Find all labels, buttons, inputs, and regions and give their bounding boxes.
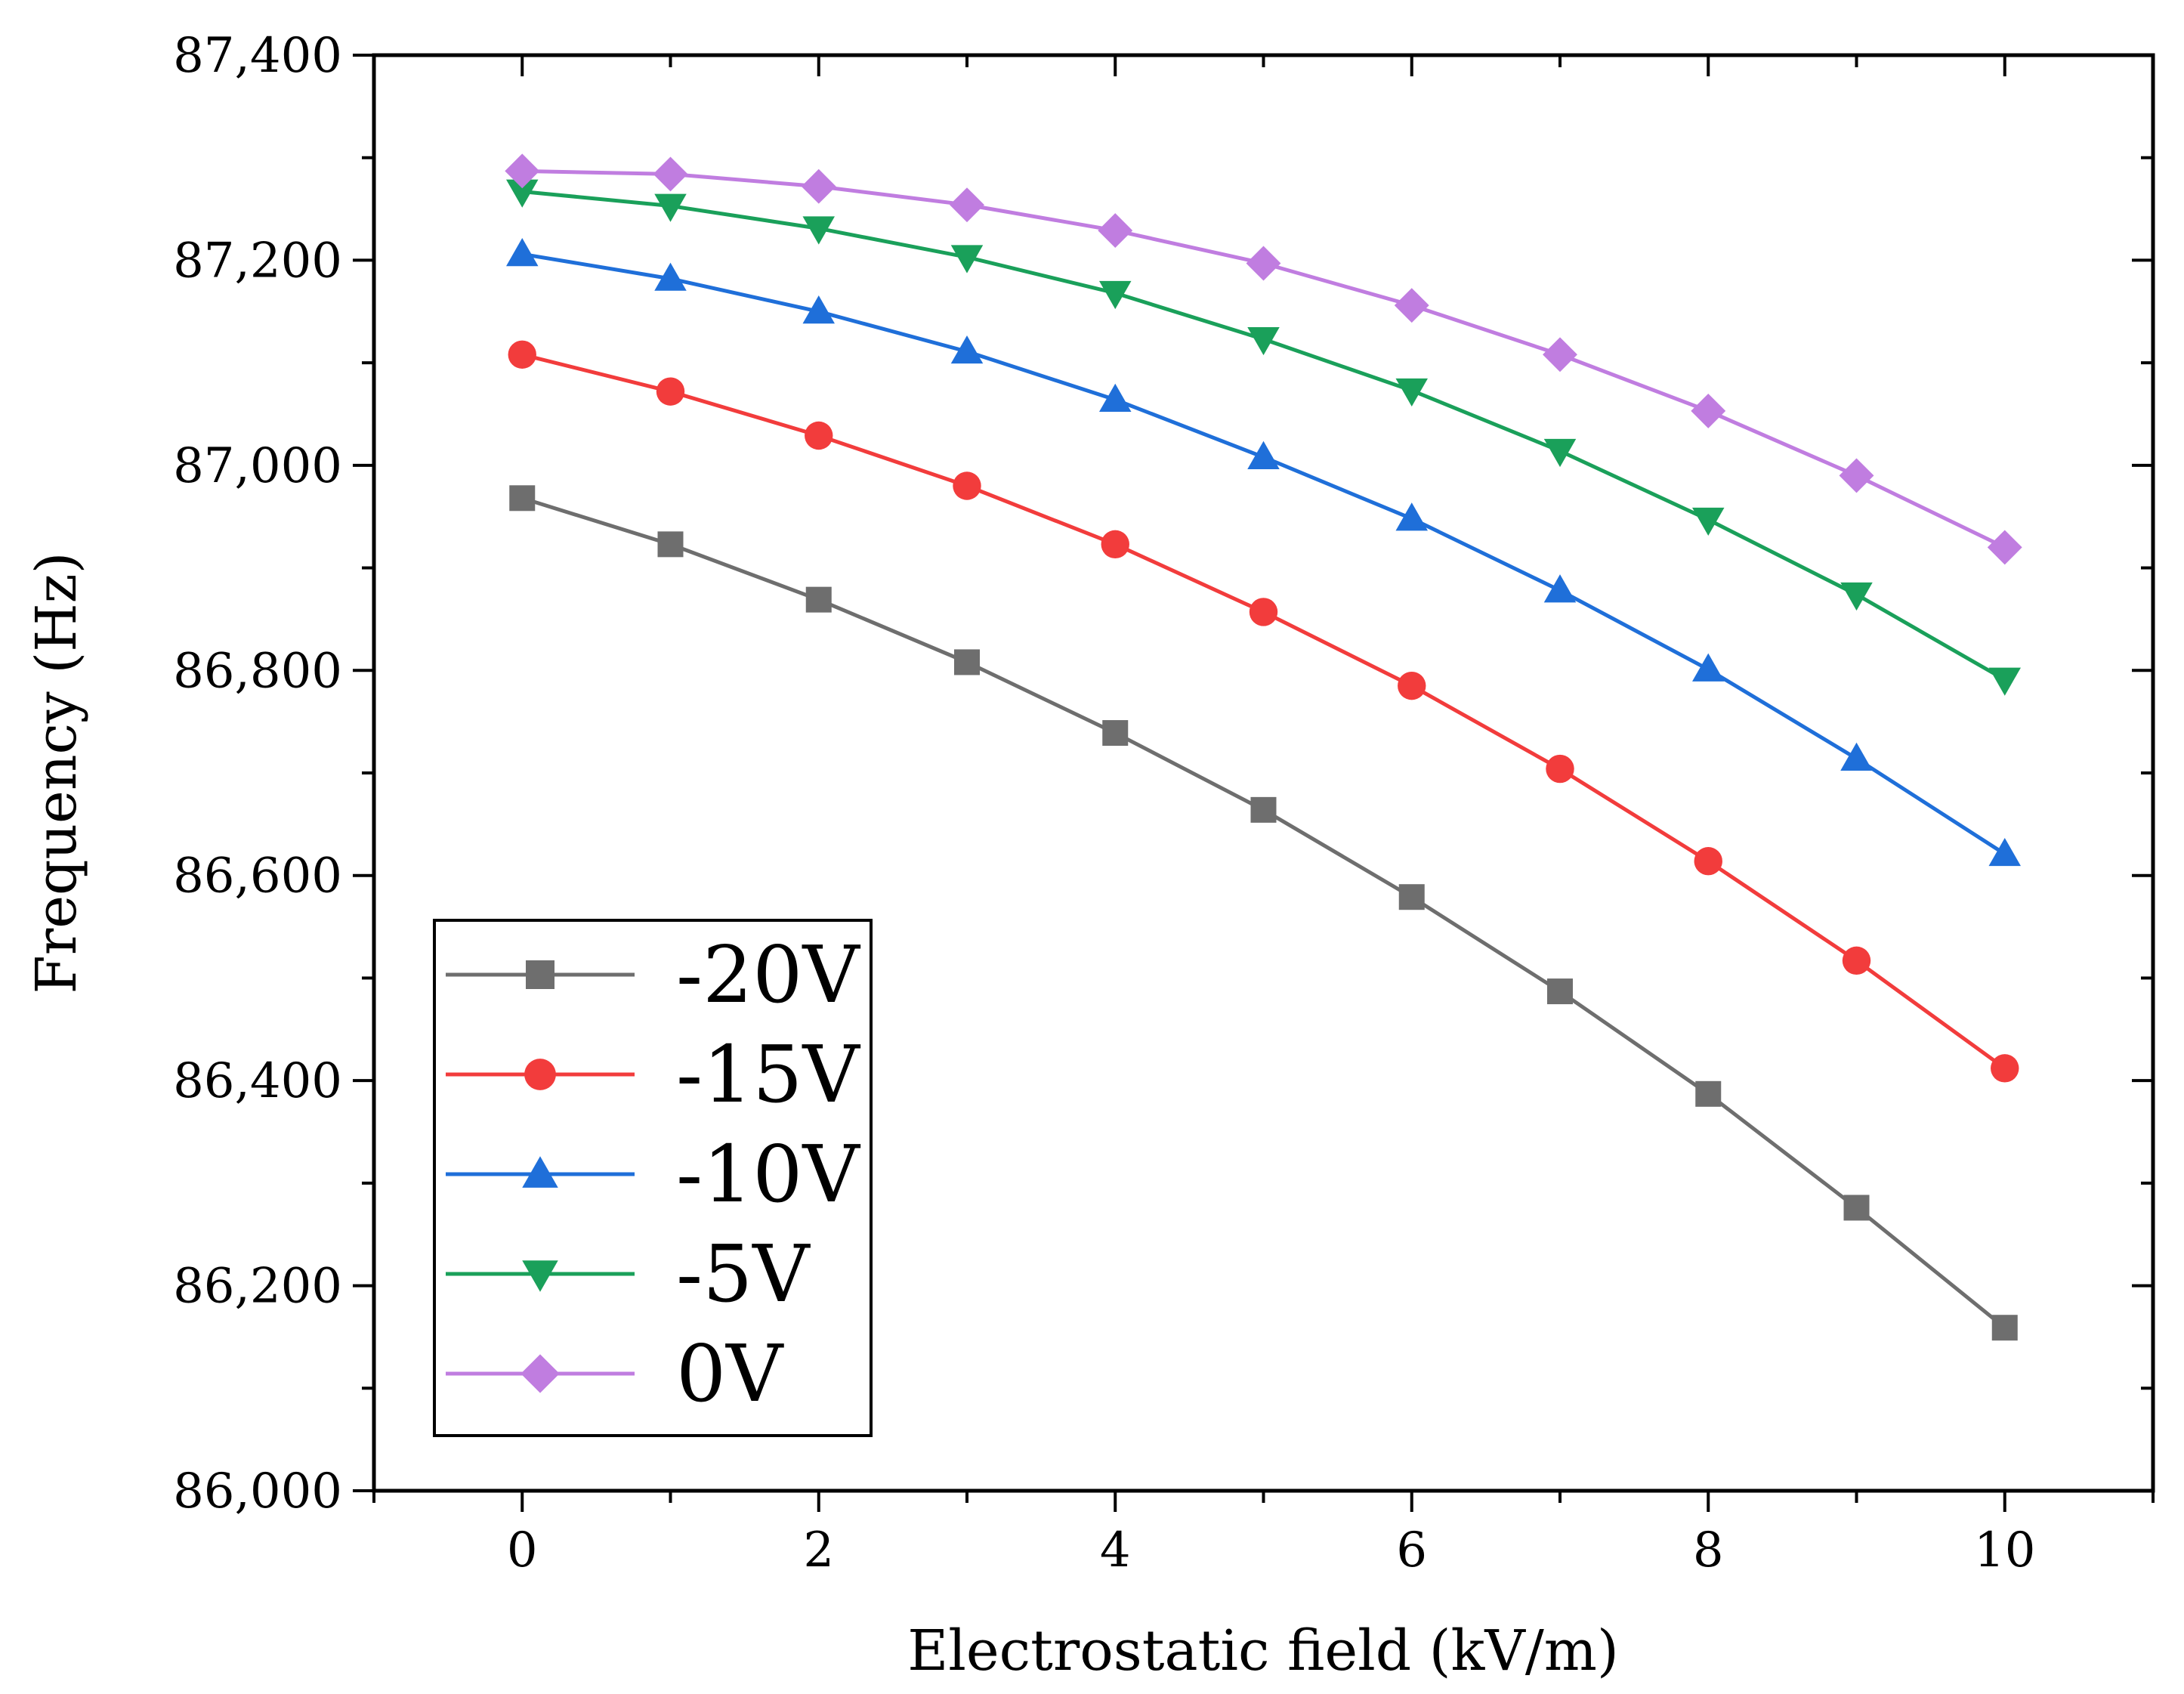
data-point--10V — [1543, 574, 1577, 603]
data-point--10V — [654, 262, 687, 291]
data-point--15V — [1694, 847, 1722, 876]
legend-marker--5V — [522, 1260, 558, 1292]
data-point--20V — [1843, 1195, 1870, 1221]
data-point--20V — [954, 649, 980, 675]
y-tick-label: 87,000 — [173, 438, 342, 494]
axis-ticks — [353, 54, 2155, 1512]
data-point--20V — [1547, 978, 1573, 1005]
legend-label--20V: -20V — [676, 929, 860, 1021]
y-tick-label: 86,000 — [173, 1464, 342, 1519]
y-tick-label: 86,400 — [173, 1053, 342, 1109]
legend-label--10V: -10V — [676, 1128, 860, 1220]
series-line-0V — [522, 168, 2006, 549]
data-point--10V — [1395, 502, 1428, 531]
data-point--15V — [1991, 1054, 2019, 1083]
data-point--15V — [1398, 671, 1426, 700]
data-point-0V — [1394, 288, 1429, 323]
y-tick-label: 86,600 — [173, 849, 342, 904]
data-point--5V — [1840, 582, 1873, 611]
plot-frame — [372, 53, 2155, 1493]
legend-label-0V: 0V — [676, 1328, 784, 1420]
data-point-0V — [1987, 530, 2022, 565]
data-point--5V — [654, 193, 687, 222]
data-point--10V — [802, 295, 835, 324]
data-point-0V — [801, 168, 836, 204]
data-point--15V — [1249, 598, 1278, 626]
y-tick-label: 87,400 — [173, 28, 342, 84]
data-point--15V — [953, 471, 981, 500]
data-point--15V — [508, 340, 536, 369]
data-point--15V — [656, 377, 685, 406]
data-point--20V — [509, 485, 536, 512]
data-point-0V — [1691, 393, 1726, 428]
y-tick-label: 86,200 — [173, 1259, 342, 1315]
y-tick-label: 87,200 — [173, 233, 342, 289]
legend-label--15V: -15V — [676, 1028, 860, 1121]
legend-box — [433, 919, 873, 1437]
data-point--5V — [1988, 667, 2021, 696]
x-tick-label: 4 — [1100, 1522, 1131, 1578]
data-point-0V — [1246, 246, 1281, 281]
data-point--5V — [1247, 326, 1280, 356]
legend-marker--20V — [526, 960, 554, 989]
data-point--5V — [1395, 378, 1428, 407]
data-point-0V — [950, 187, 984, 223]
x-axis-title: Electrostatic field (kV/m) — [907, 1618, 1619, 1683]
data-point--5V — [950, 245, 984, 274]
data-point--5V — [802, 216, 835, 245]
data-point--20V — [1102, 720, 1129, 747]
data-point--10V — [950, 335, 984, 364]
x-tick-label: 0 — [507, 1522, 538, 1578]
data-point--10V — [1099, 383, 1132, 412]
data-point--10V — [1692, 653, 1725, 682]
data-point-0V — [1839, 458, 1874, 493]
x-tick-labels: 0 2 4 6 8 10 — [507, 1522, 2036, 1578]
data-point--5V — [1099, 280, 1132, 310]
data-point--5V — [1543, 438, 1577, 468]
data-point--10V — [1840, 742, 1873, 771]
legend-marker--10V — [522, 1156, 558, 1188]
y-tick-label: 86,800 — [173, 643, 342, 699]
y-axis-title: Frequency (Hz) — [24, 552, 89, 994]
data-point--20V — [1695, 1080, 1722, 1107]
x-tick-label: 8 — [1693, 1522, 1724, 1578]
series-group — [505, 153, 2022, 1341]
data-point--10V — [1247, 441, 1280, 469]
data-point--20V — [805, 586, 832, 613]
data-point--20V — [1398, 884, 1425, 910]
data-point--5V — [1692, 507, 1725, 536]
data-point--15V — [1842, 946, 1871, 975]
x-tick-label: 6 — [1396, 1522, 1427, 1578]
data-point-0V — [1543, 337, 1577, 372]
data-point--10V — [506, 238, 539, 267]
data-point--20V — [1250, 796, 1277, 823]
data-point--20V — [657, 531, 684, 558]
data-point--15V — [1546, 754, 1574, 784]
data-point--15V — [805, 421, 833, 450]
data-point-0V — [505, 153, 540, 189]
data-point--10V — [1988, 837, 2021, 867]
x-tick-label: 2 — [803, 1522, 834, 1578]
data-point-0V — [1098, 213, 1133, 249]
legend-label--5V: -5V — [676, 1228, 811, 1320]
x-tick-label: 10 — [1974, 1522, 2035, 1578]
data-point--5V — [506, 179, 539, 208]
data-point--20V — [1991, 1315, 2018, 1341]
legend-marker-0V — [521, 1354, 560, 1393]
legend-marker--15V — [524, 1059, 556, 1090]
data-point-0V — [653, 156, 688, 192]
y-tick-labels: 86,000 86,200 86,400 86,600 86,800 87,000 87,2… — [173, 28, 342, 1519]
data-point--15V — [1101, 530, 1129, 559]
